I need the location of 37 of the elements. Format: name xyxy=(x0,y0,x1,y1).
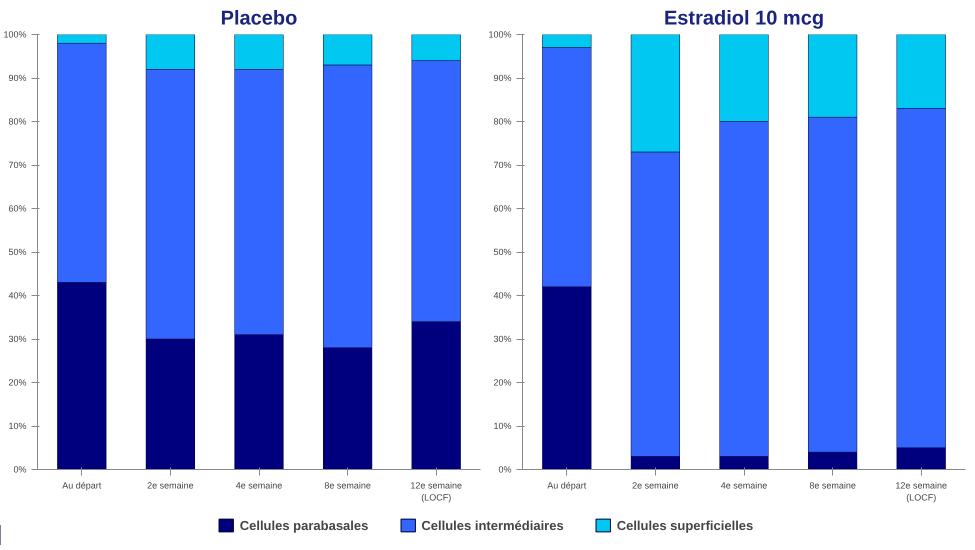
y-tick-label: 60% xyxy=(8,204,26,214)
y-tick-label: 20% xyxy=(8,378,26,388)
chart-title: Placebo xyxy=(220,8,298,30)
chart-title: Estradiol 10 mcg xyxy=(664,8,824,30)
x-tick-label: 8e semaine xyxy=(324,480,371,490)
y-tick-label: 10% xyxy=(8,421,26,431)
y-tick-label: 30% xyxy=(493,334,512,344)
y-tick-label: 10% xyxy=(493,421,512,431)
x-tick-label: Au départ xyxy=(547,480,587,490)
x-tick-label: 2e semaine xyxy=(632,480,679,490)
legend-label: Cellules superficielles xyxy=(616,518,754,532)
y-tick-label: 100% xyxy=(488,30,512,40)
y-tick-label: 80% xyxy=(493,116,512,126)
x-tick-label: 2e semaine xyxy=(147,480,194,490)
x-tick-label: Au départ xyxy=(62,480,102,490)
y-tick-label: 50% xyxy=(8,247,26,257)
y-tick-label: 20% xyxy=(493,378,512,388)
x-tick-label: 12e semaine (LOCF) xyxy=(410,480,462,502)
x-tick-label: 8e semaine xyxy=(809,480,856,490)
y-tick-label: 60% xyxy=(493,204,512,214)
y-tick-label: 90% xyxy=(493,73,512,83)
legend-label: Cellules parabasales xyxy=(240,518,368,532)
y-tick-label: 50% xyxy=(493,247,512,257)
legend-label: Cellules intermédiaires xyxy=(421,518,564,532)
y-tick-label: 70% xyxy=(493,160,512,170)
y-tick-label: 70% xyxy=(8,160,26,170)
y-tick-label: 100% xyxy=(3,30,27,40)
y-tick-label: 80% xyxy=(8,116,26,126)
y-tick-label: 0% xyxy=(498,464,512,474)
y-tick-label: 90% xyxy=(8,73,26,83)
y-tick-label: 40% xyxy=(493,290,512,300)
x-tick-label: 4e semaine xyxy=(720,480,768,490)
y-tick-label: 0% xyxy=(13,464,27,474)
x-tick-label: 4e semaine xyxy=(236,480,282,490)
y-tick-label: 30% xyxy=(8,334,26,344)
x-tick-label: 12e semaine (LOCF) xyxy=(895,480,947,502)
y-tick-label: 40% xyxy=(8,290,26,300)
